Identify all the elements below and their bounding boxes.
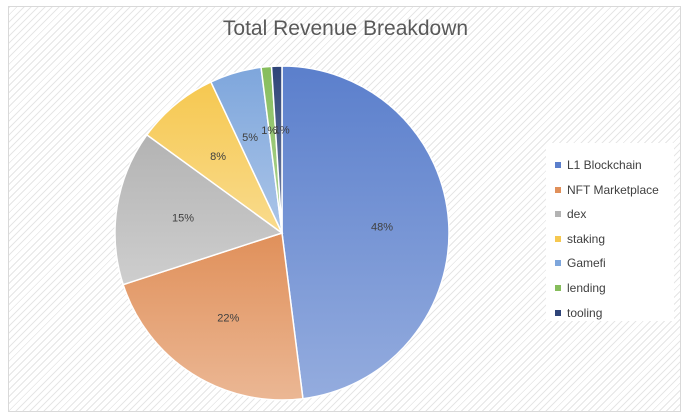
legend-item-nft-marketplace: NFT Marketplace	[555, 182, 659, 198]
legend-item-l1-blockchain: L1 Blockchain	[555, 157, 642, 173]
legend-item-tooling: tooling	[555, 305, 602, 321]
legend-label: tooling	[567, 305, 603, 320]
data-label-dex: 15%	[172, 212, 194, 224]
pie-slice-l1-blockchain	[281, 65, 450, 400]
legend-label: staking	[567, 231, 606, 246]
legend-label: L1 Blockchain	[567, 158, 642, 172]
legend-label: NFT Marketplace	[567, 182, 659, 197]
legend-label: Gamefi	[567, 256, 606, 271]
data-label-gamefi: 5%	[242, 132, 258, 144]
legend-item-staking: staking	[555, 231, 605, 247]
legend-swatch	[555, 162, 561, 168]
legend-swatch	[555, 285, 561, 291]
legend: L1 Blockchain NFT Marketplace dex staking Ga…	[546, 143, 674, 321]
pie-slice-nft-marketplace	[122, 232, 304, 401]
legend-label: dex	[567, 207, 587, 222]
pie-slice-dex	[114, 133, 284, 286]
legend-label: lending	[567, 281, 606, 295]
chart-title: Total Revenue Breakdown	[222, 17, 469, 40]
legend-swatch	[555, 186, 561, 193]
data-label-lending: 1%	[261, 125, 277, 137]
data-label-nft-marketplace: 22%	[217, 313, 239, 325]
chart-area: 48% 22% 15% 8% 5% 1% 1% Total Revenue Breakdow…	[8, 6, 681, 412]
pie-slice-tooling	[270, 65, 283, 234]
legend-swatch	[555, 309, 561, 316]
data-label-l1-blockchain: 48%	[371, 222, 393, 234]
legend-swatch	[555, 211, 561, 218]
legend-item-dex: dex	[555, 206, 586, 222]
pie-chart: 48%22%15%8%5%1%1%	[114, 65, 450, 401]
data-label-staking: 8%	[210, 151, 226, 163]
legend-swatch	[555, 260, 561, 267]
data-label-tooling: 1%	[274, 125, 290, 137]
legend-swatch	[555, 235, 561, 242]
legend-item-gamefi: Gamefi	[555, 255, 606, 271]
legend-item-lending: lending	[555, 280, 606, 296]
